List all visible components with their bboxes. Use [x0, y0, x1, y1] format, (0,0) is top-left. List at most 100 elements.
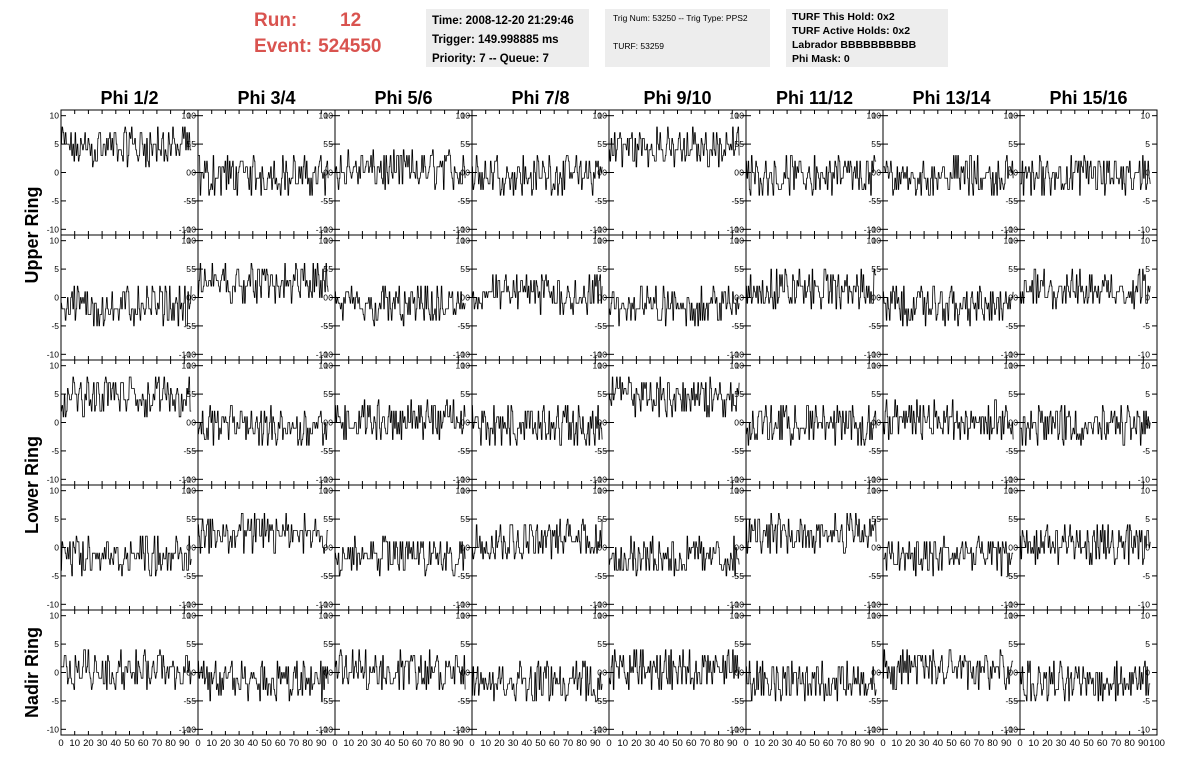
y-tick-label: 0 [186, 418, 191, 428]
y-tick-label: 10 [50, 236, 60, 246]
y-tick-label: -5 [320, 321, 328, 331]
y-tick-label: -5 [457, 571, 465, 581]
y-tick-label: 0 [1013, 543, 1018, 553]
y-tick-label: 10 [456, 611, 466, 621]
y-tick-label: -10 [727, 724, 740, 734]
y-tick-label: 0 [328, 293, 333, 303]
y-tick-label: 5 [1013, 639, 1018, 649]
trig-num-text: Trig Num: 53250 -- Trig Type: PPS2 [613, 13, 748, 23]
x-tick-label: 80 [850, 738, 861, 749]
y-tick-label: -5 [51, 196, 59, 206]
x-tick-label: 40 [248, 738, 259, 749]
y-tick-label: -10 [1006, 599, 1019, 609]
y-tick-label: 5 [1013, 264, 1018, 274]
waveform-trace [883, 285, 1014, 327]
y-tick-label: 0 [1013, 668, 1018, 678]
y-tick-label: 5 [602, 514, 607, 524]
x-tick-label: 90 [1138, 738, 1149, 749]
y-tick-label: 5 [328, 639, 333, 649]
panel-frame [60, 109, 199, 236]
y-tick-label: 10 [1009, 236, 1019, 246]
y-tick-label: 10 [1141, 486, 1151, 496]
y-tick-label: 5 [734, 639, 739, 649]
x-tick-label: 0 [1017, 738, 1022, 749]
x-tick-label: 50 [946, 738, 957, 749]
x-tick-label: 70 [974, 738, 985, 749]
y-tick-label: 10 [187, 236, 197, 246]
y-tick-label: -10 [732, 724, 745, 734]
y-tick-label: -10 [458, 724, 471, 734]
y-tick-label: 10 [867, 236, 877, 246]
y-tick-label: -10 [321, 224, 334, 234]
y-tick-label: 10 [1004, 361, 1014, 371]
y-tick-label: 5 [602, 389, 607, 399]
y-tick-label: 5 [1008, 389, 1013, 399]
panel-frame [197, 609, 336, 736]
y-tick-label: -10 [1138, 224, 1151, 234]
y-tick-label: -5 [462, 571, 470, 581]
x-tick-label: 80 [165, 738, 176, 749]
y-tick-label: 0 [191, 168, 196, 178]
y-tick-label: 10 [1004, 611, 1014, 621]
x-tick-label: 0 [195, 738, 200, 749]
y-tick-label: -10 [727, 474, 740, 484]
x-tick-label: 0 [743, 738, 748, 749]
x-tick-label: 50 [672, 738, 683, 749]
y-tick-label: 10 [598, 486, 608, 496]
y-tick-label: 5 [871, 639, 876, 649]
y-tick-label: 5 [460, 389, 465, 399]
y-tick-label: -5 [1010, 196, 1018, 206]
y-tick-label: -10 [590, 599, 603, 609]
y-tick-label: 10 [593, 486, 603, 496]
x-tick-label: 20 [631, 738, 642, 749]
x-tick-label: 10 [891, 738, 902, 749]
y-tick-label: 10 [461, 236, 471, 246]
time-text: Time: 2008-12-20 21:29:46 [432, 15, 574, 27]
y-tick-label: -5 [1010, 571, 1018, 581]
y-tick-label: -10 [1138, 599, 1151, 609]
x-tick-label: 90 [590, 738, 601, 749]
x-tick-label: 80 [576, 738, 587, 749]
waveform-trace [472, 405, 603, 446]
x-tick-label: 40 [1070, 738, 1081, 749]
y-tick-label: -10 [458, 474, 471, 484]
x-tick-label: 50 [398, 738, 409, 749]
y-tick-label: -10 [732, 349, 745, 359]
y-tick-label: -5 [1142, 446, 1150, 456]
y-tick-label: 10 [593, 361, 603, 371]
y-tick-label: 5 [597, 514, 602, 524]
y-tick-label: 0 [876, 543, 881, 553]
y-tick-label: -10 [1006, 474, 1019, 484]
y-tick-label: 5 [1145, 639, 1150, 649]
column-header: Phi 15/16 [1049, 88, 1127, 108]
y-tick-label: -10 [869, 224, 882, 234]
y-tick-label: 0 [54, 168, 59, 178]
y-tick-label: 10 [735, 236, 745, 246]
y-tick-label: 10 [324, 111, 334, 121]
waveform-trace [1020, 660, 1151, 702]
y-tick-label: 5 [465, 264, 470, 274]
y-tick-label: -5 [1010, 696, 1018, 706]
y-tick-label: -5 [599, 446, 607, 456]
run-row: Run: 12 [254, 8, 381, 34]
y-tick-label: 10 [1141, 361, 1151, 371]
y-tick-label: 5 [1013, 514, 1018, 524]
y-tick-label: 5 [1008, 264, 1013, 274]
column-header: Phi 1/2 [100, 88, 158, 108]
y-tick-label: -5 [599, 321, 607, 331]
y-tick-label: 5 [465, 389, 470, 399]
column-header: Phi 11/12 [776, 88, 853, 108]
y-tick-label: -10 [321, 474, 334, 484]
y-tick-label: -5 [51, 571, 59, 581]
y-tick-label: -10 [590, 224, 603, 234]
event-row: Event: 524550 [254, 34, 381, 60]
y-tick-label: 10 [319, 111, 329, 121]
y-tick-label: 5 [739, 139, 744, 149]
y-tick-label: 0 [602, 668, 607, 678]
y-tick-label: -10 [179, 224, 192, 234]
y-tick-label: -5 [183, 446, 191, 456]
y-tick-label: 10 [461, 111, 471, 121]
waveform-trace [198, 155, 329, 196]
y-tick-label: -5 [1142, 696, 1150, 706]
y-tick-label: -10 [453, 349, 466, 359]
